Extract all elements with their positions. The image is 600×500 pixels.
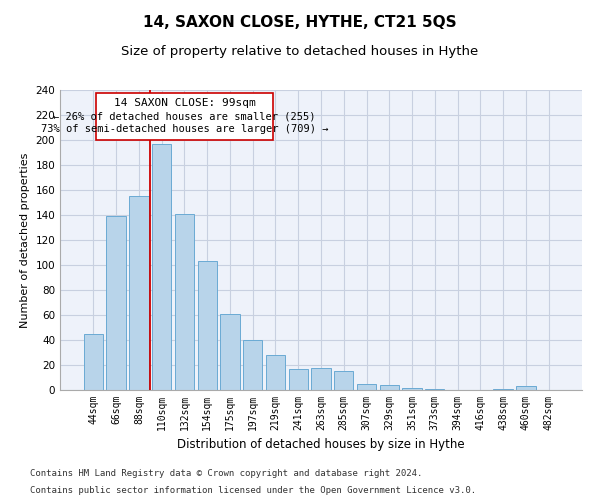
Bar [152,144,172,390]
Bar [84,334,103,390]
Bar [493,389,513,390]
Bar [129,196,149,390]
Bar [357,384,376,390]
Bar [175,214,194,390]
Bar [380,385,399,390]
Bar [266,355,285,390]
Text: Size of property relative to detached houses in Hythe: Size of property relative to detached ho… [121,45,479,58]
Text: ← 26% of detached houses are smaller (255): ← 26% of detached houses are smaller (25… [53,112,316,121]
Bar [220,314,239,390]
Bar [95,92,273,140]
Bar [289,369,308,390]
Bar [425,389,445,390]
Bar [197,261,217,390]
Bar [311,368,331,390]
Text: 73% of semi-detached houses are larger (709) →: 73% of semi-detached houses are larger (… [41,124,328,134]
Bar [403,388,422,390]
X-axis label: Distribution of detached houses by size in Hythe: Distribution of detached houses by size … [177,438,465,452]
Text: Contains HM Land Registry data © Crown copyright and database right 2024.: Contains HM Land Registry data © Crown c… [30,468,422,477]
Y-axis label: Number of detached properties: Number of detached properties [20,152,30,328]
Text: 14 SAXON CLOSE: 99sqm: 14 SAXON CLOSE: 99sqm [113,98,256,108]
Bar [243,340,262,390]
Bar [334,371,353,390]
Text: 14, SAXON CLOSE, HYTHE, CT21 5QS: 14, SAXON CLOSE, HYTHE, CT21 5QS [143,15,457,30]
Bar [106,216,126,390]
Bar [516,386,536,390]
Text: Contains public sector information licensed under the Open Government Licence v3: Contains public sector information licen… [30,486,476,495]
